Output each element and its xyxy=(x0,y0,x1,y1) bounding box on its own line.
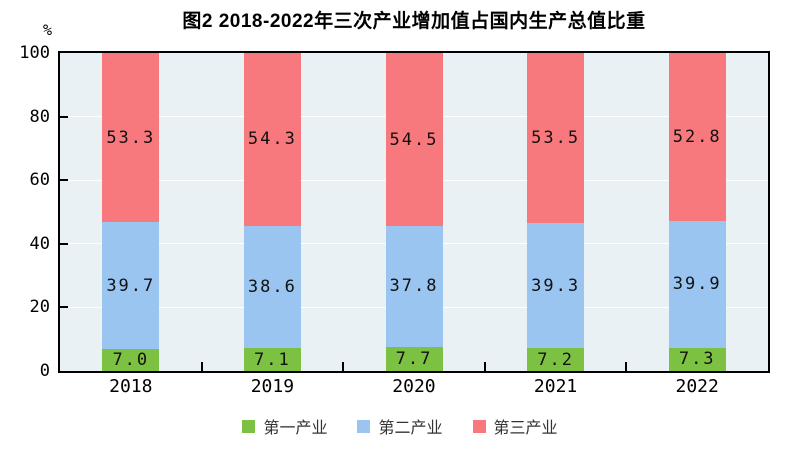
bar-segment-label: 53.3 xyxy=(106,127,156,148)
x-tick-label: 2020 xyxy=(392,376,436,397)
bar-segment-label: 38.6 xyxy=(247,277,297,298)
bar-segment-label: 7.1 xyxy=(254,349,291,370)
y-tick-label: 0 xyxy=(39,361,50,381)
x-minor-tick-mark xyxy=(200,362,203,371)
bar-segment-2021: 53.5 xyxy=(527,53,585,224)
x-tick-label: 2018 xyxy=(109,376,153,397)
bar-segment-label: 54.5 xyxy=(389,129,439,150)
bar-segment-2021: 7.2 xyxy=(527,348,585,371)
legend: 第一产业 第二产业 第三产业 xyxy=(0,414,800,438)
bar-segment-label: 7.0 xyxy=(112,349,150,370)
bar-segment-2022: 7.3 xyxy=(668,347,726,371)
bar-segment-2022: 39.9 xyxy=(668,220,726,348)
plot-area: 7.0 39.7 53.3 7.1 38.6 54.3 7.7 37.8 54.5 7.2 39.3… xyxy=(58,51,770,373)
x-minor-tick-mark xyxy=(483,362,486,371)
bar-segment-2018: 53.3 xyxy=(102,53,160,223)
legend-label: 第一产业 xyxy=(263,420,328,437)
legend-swatch-icon xyxy=(242,419,256,433)
x-tick-label: 2022 xyxy=(675,376,719,397)
bar-segment-label: 7.2 xyxy=(537,349,574,370)
bar-segment-label: 7.3 xyxy=(678,349,716,370)
bar-segment-label: 54.3 xyxy=(247,129,297,150)
y-tick-mark xyxy=(60,179,68,182)
y-tick-label: 60 xyxy=(29,170,50,191)
y-tick-mark xyxy=(60,306,68,309)
legend-label: 第二产业 xyxy=(378,420,443,437)
bar-segment-2022: 52.8 xyxy=(668,53,726,221)
bar-segment-label: 7.7 xyxy=(395,348,433,369)
chart-title: 图2 2018-2022年三次产业增加值占国内生产总值比重 xyxy=(182,11,646,32)
legend-item: 第二产业 xyxy=(357,414,443,438)
bar-segment-2020: 54.5 xyxy=(385,53,443,227)
bar-segment-label: 52.8 xyxy=(672,126,722,147)
y-tick-label: 80 xyxy=(29,106,50,127)
x-tick-label: 2019 xyxy=(250,376,295,397)
bar-segment-label: 53.5 xyxy=(531,128,581,149)
bar-segment-2020: 37.8 xyxy=(385,226,443,347)
bar-segment-label: 39.3 xyxy=(531,275,581,296)
legend-item: 第三产业 xyxy=(472,414,558,438)
y-tick-mark xyxy=(60,242,68,245)
bar-segment-2018: 39.7 xyxy=(102,222,160,349)
bar-segment-2019: 7.1 xyxy=(243,348,301,371)
y-tick-label: 100 xyxy=(19,43,50,63)
bar-segment-2019: 38.6 xyxy=(243,225,301,349)
bar-segment-2020: 7.7 xyxy=(385,346,443,371)
x-minor-tick-mark xyxy=(342,362,345,371)
y-tick-label: 40 xyxy=(29,233,50,254)
bar-segment-label: 39.7 xyxy=(106,275,156,296)
x-minor-tick-mark xyxy=(625,362,628,371)
legend-label: 第三产业 xyxy=(493,420,558,437)
bar-segment-2019: 54.3 xyxy=(243,53,301,226)
bar-segment-label: 39.9 xyxy=(672,274,722,295)
bar-segment-label: 37.8 xyxy=(389,276,439,297)
y-axis-unit-label: % xyxy=(42,21,52,39)
y-tick-label: 20 xyxy=(29,297,50,318)
bar-segment-2018: 7.0 xyxy=(102,348,160,371)
x-tick-label: 2021 xyxy=(533,376,578,397)
legend-swatch-icon xyxy=(472,419,486,433)
y-tick-mark xyxy=(60,115,68,118)
legend-item: 第一产业 xyxy=(242,414,327,438)
legend-swatch-icon xyxy=(357,419,371,433)
bar-segment-2021: 39.3 xyxy=(527,223,585,349)
